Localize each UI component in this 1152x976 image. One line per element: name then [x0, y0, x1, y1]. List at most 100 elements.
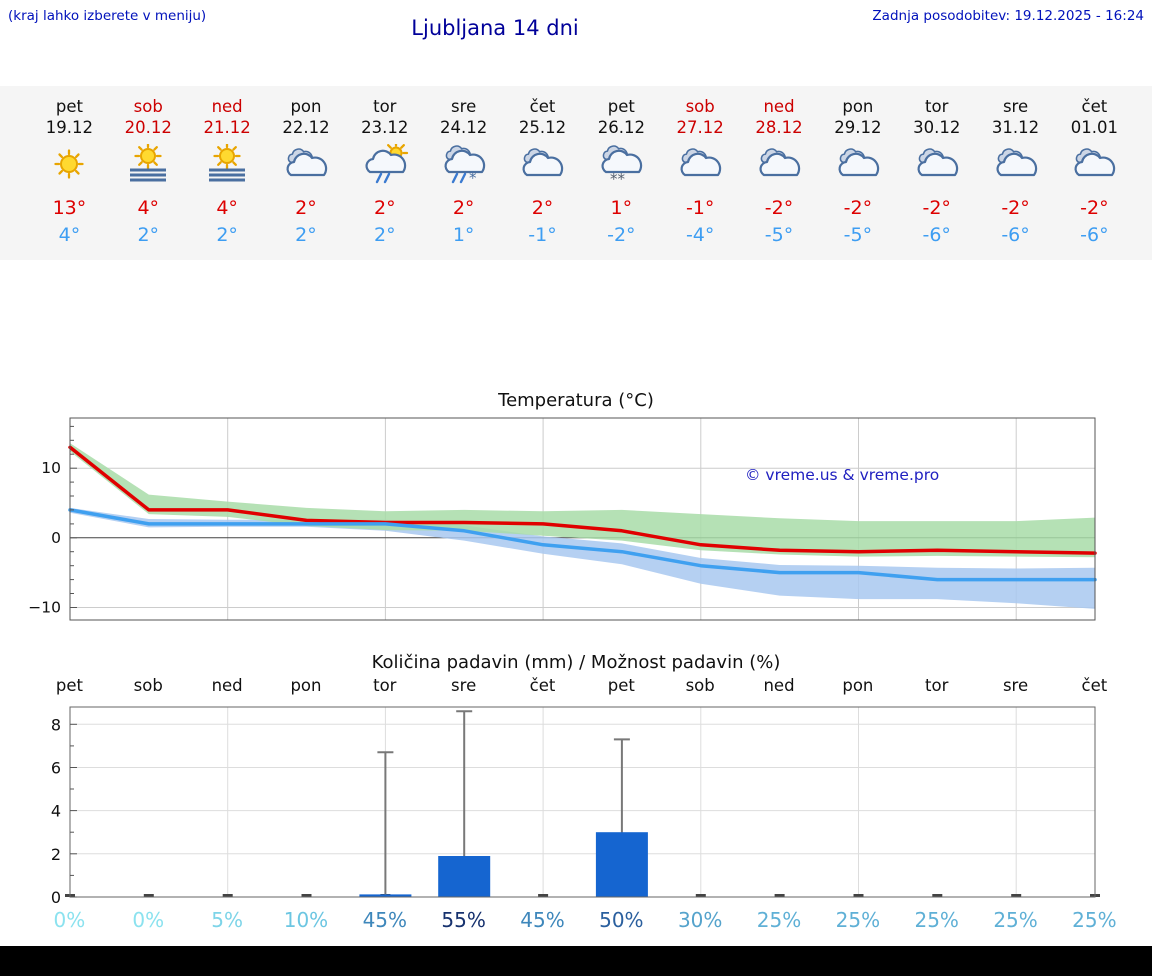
- high-temp: 13°: [52, 197, 87, 219]
- forecast-day-10: pon 29.12 -2° -5°: [818, 96, 897, 248]
- day-name: tor: [373, 97, 397, 116]
- forecast-day-11: tor 30.12 -2° -6°: [897, 96, 976, 248]
- day-date: 30.12: [913, 118, 961, 137]
- precip-day-label-9: ned: [763, 676, 795, 695]
- precip-day-label-2: ned: [211, 676, 243, 695]
- forecast-day-5: sre 24.12 * 2° 1°: [424, 96, 503, 248]
- low-temp: 1°: [452, 224, 475, 246]
- footer-bar: [0, 946, 1152, 976]
- low-temp: -2°: [607, 224, 636, 246]
- day-date: 20.12: [124, 118, 172, 137]
- forecast-day-4: tor 23.12 2° 2°: [345, 96, 424, 248]
- max-temp-range-band: [70, 443, 1095, 558]
- day-name: sob: [133, 97, 163, 116]
- cloud-icon: [976, 144, 1055, 188]
- day-name: čet: [1081, 97, 1108, 116]
- high-temp: -2°: [922, 197, 951, 219]
- low-temp: -6°: [1080, 224, 1109, 246]
- precip-probability-3: 10%: [283, 908, 329, 932]
- sun-fog-icon: [109, 144, 188, 188]
- day-date: 31.12: [991, 118, 1040, 137]
- temperature-chart: −10 0 10 © vreme.us & vreme.pro: [28, 417, 1097, 621]
- low-temp: -5°: [843, 224, 873, 246]
- day-name: pet: [55, 97, 83, 116]
- spacer: [0, 260, 1152, 388]
- precip-gridlines: [70, 707, 1095, 897]
- day-date: 24.12: [440, 118, 488, 137]
- cloud-icon: [267, 144, 346, 188]
- precip-day-label-11: tor: [925, 676, 949, 695]
- high-temp: 2°: [452, 197, 475, 219]
- cloud-icon: [740, 144, 819, 188]
- low-temp: -4°: [685, 224, 715, 246]
- precipitation-chart: 0 2 4 6 8: [51, 706, 1100, 906]
- forecast-strip: pet 19.12 13° 4° sob 20.12 4° 2° ned 21.12 4° 2° pon…: [0, 86, 1152, 260]
- precip-probability-10: 25%: [835, 908, 881, 932]
- forecast-day-1: sob 20.12 4° 2°: [109, 96, 188, 248]
- svg-text:10: 10: [41, 459, 61, 477]
- low-temp: 2°: [295, 224, 317, 246]
- low-temp: -1°: [528, 224, 557, 246]
- high-temp: -2°: [1001, 197, 1030, 219]
- svg-text:0: 0: [51, 888, 61, 906]
- svg-text:0: 0: [51, 529, 61, 547]
- precip-bar-7: [595, 832, 648, 897]
- forecast-day-8: sob 27.12 -1° -4°: [661, 96, 740, 248]
- day-name: čet: [529, 97, 556, 116]
- day-date: 29.12: [834, 118, 882, 137]
- precip-day-label-5: sre: [451, 676, 477, 695]
- precip-day-label-10: pon: [842, 676, 874, 695]
- precip-probability-6: 45%: [520, 908, 565, 932]
- forecast-day-3: pon 22.12 2° 2°: [267, 96, 346, 248]
- low-temp: -5°: [764, 224, 794, 246]
- sun-icon: [30, 144, 109, 188]
- forecast-strip-inner: pet 19.12 13° 4° sob 20.12 4° 2° ned 21.12 4° 2° pon…: [30, 96, 1134, 248]
- high-temp: -2°: [764, 197, 794, 219]
- high-temp: -2°: [1080, 197, 1109, 219]
- cloud-icon: [897, 144, 976, 188]
- day-date: 22.12: [282, 118, 330, 137]
- precip-probability-row: 0% 0% 5% 10% 45% 55% 45% 50% 30% 25% 25% 25% 25% 25%: [30, 908, 1134, 938]
- precip-probability-12: 25%: [993, 908, 1038, 932]
- precip-day-label-12: sre: [1002, 676, 1029, 695]
- min-temp-range-band: [70, 507, 1095, 609]
- temp-plot-border: [69, 417, 1096, 621]
- min-temp-line: [68, 508, 1097, 582]
- precipitation-chart-title: Količina padavin (mm) / Možnost padavin …: [371, 652, 781, 673]
- svg-text:*: *: [469, 169, 477, 186]
- sun-fog-icon: [188, 144, 267, 188]
- cloud-sleet-icon: *: [424, 144, 503, 188]
- high-temp: -1°: [685, 197, 715, 219]
- high-temp: 1°: [610, 197, 633, 219]
- temp-y-axis: −10 0 10: [28, 425, 77, 617]
- day-name: ned: [763, 97, 795, 116]
- day-name: ned: [211, 97, 243, 116]
- precip-plot-border: [69, 706, 1096, 898]
- day-date: 25.12: [518, 118, 567, 137]
- precip-probability-11: 25%: [914, 908, 959, 932]
- precip-day-label-4: tor: [373, 676, 397, 695]
- max-temp-line: [68, 445, 1097, 555]
- precip-probability-7: 50%: [599, 908, 644, 932]
- day-date: 26.12: [597, 118, 645, 137]
- svg-text:8: 8: [51, 715, 61, 734]
- cloud-icon: [818, 144, 897, 188]
- precip-probability-5: 55%: [441, 908, 486, 932]
- svg-text:**: **: [610, 170, 626, 186]
- precip-day-label-13: čet: [1081, 676, 1108, 695]
- forecast-day-9: ned 28.12 -2° -5°: [740, 96, 819, 248]
- forecast-day-12: sre 31.12 -2° -6°: [976, 96, 1055, 248]
- day-name: sob: [685, 97, 715, 116]
- precip-day-label-3: pon: [290, 676, 322, 695]
- high-temp: -2°: [843, 197, 873, 219]
- low-temp: 2°: [216, 224, 238, 246]
- sun-cloud-rain-icon: [345, 144, 424, 188]
- high-temp: 2°: [295, 197, 317, 219]
- low-temp: -6°: [922, 224, 951, 246]
- precip-bar-5: [438, 856, 491, 897]
- watermark-link[interactable]: © vreme.us & vreme.pro: [745, 466, 939, 484]
- precip-probability-1: 0%: [132, 908, 165, 932]
- page-title: Ljubljana 14 dni: [411, 16, 579, 40]
- day-date: 28.12: [755, 118, 803, 137]
- precip-day-label-7: pet: [607, 676, 635, 695]
